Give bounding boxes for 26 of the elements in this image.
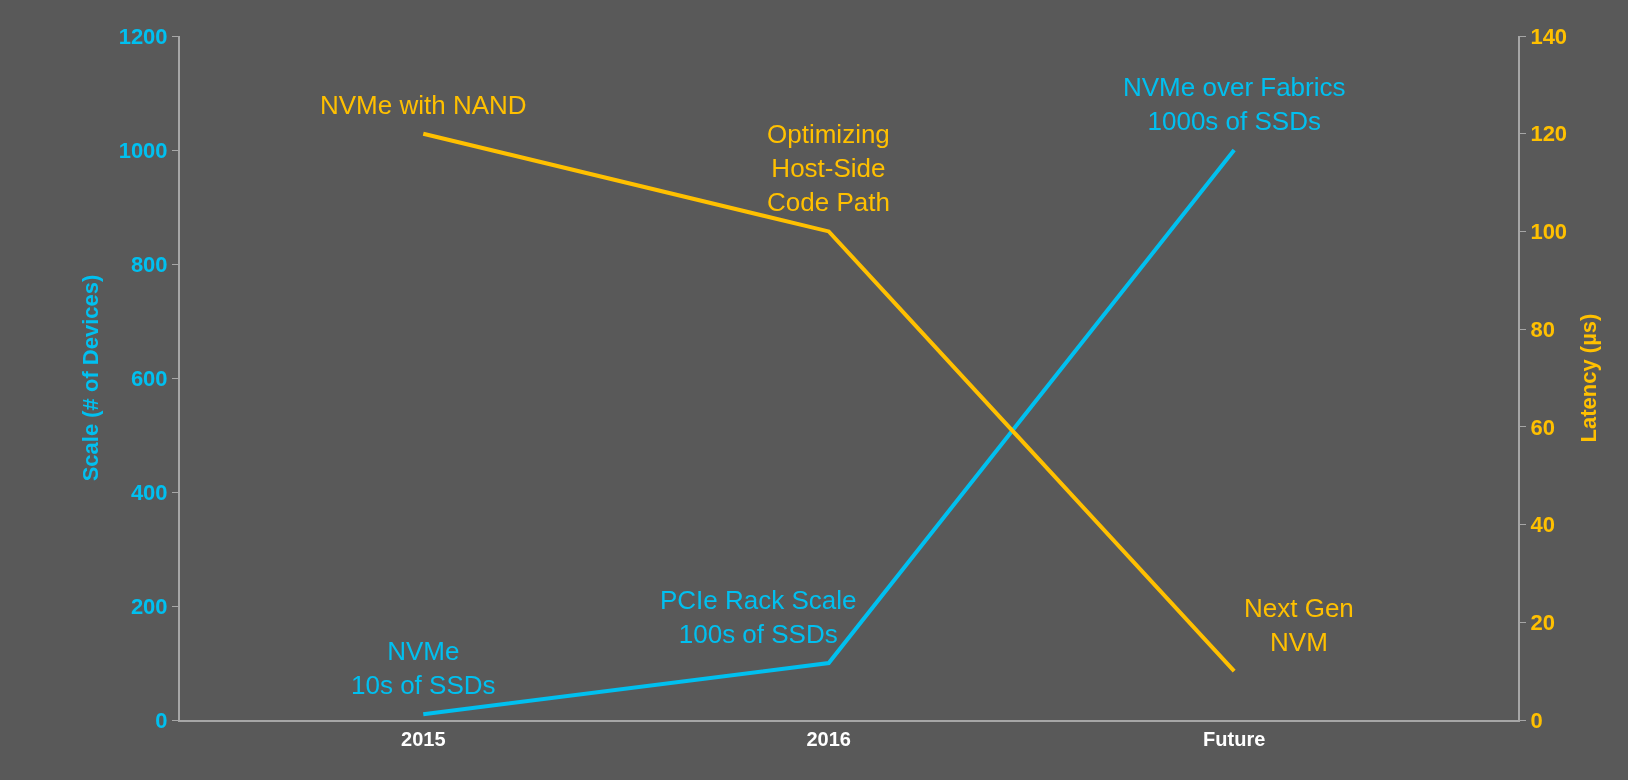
x-tick-label: 2015 — [401, 728, 446, 750]
y-tick-label: 200 — [130, 593, 168, 619]
y2-tick-label: 0 — [1530, 707, 1543, 733]
annotation: Optimizing Host-Side Code Path — [767, 119, 890, 217]
y2-tick-label: 20 — [1530, 609, 1555, 635]
annotation: NVMe with NAND — [320, 90, 527, 120]
y2-tick-label: 80 — [1530, 316, 1555, 342]
y-axis-title: Scale (# of Devices) — [77, 274, 103, 482]
annotation: NVMe 10s of SSDs — [351, 636, 496, 700]
y2-tick-label: 40 — [1530, 512, 1555, 538]
annotation: Next Gen NVM — [1244, 593, 1354, 657]
y2-tick-label: 140 — [1530, 23, 1568, 49]
y2-axis-title: Latency (µs) — [1575, 313, 1601, 443]
y-tick-label: 1000 — [118, 137, 168, 163]
annotation: NVMe over Fabrics 1000s of SSDs — [1123, 72, 1346, 136]
y2-tick-label: 120 — [1530, 121, 1568, 147]
y2-tick-label: 100 — [1530, 219, 1568, 245]
y-tick-label: 800 — [130, 251, 168, 277]
x-tick-label: 2016 — [806, 728, 851, 750]
y-tick-label: 600 — [130, 365, 168, 391]
y2-tick-label: 60 — [1530, 414, 1555, 440]
y-tick-label: 0 — [155, 707, 168, 733]
y-tick-label: 1200 — [118, 23, 168, 49]
x-tick-label: Future — [1203, 728, 1266, 750]
annotation: PCIe Rack Scale 100s of SSDs — [660, 585, 857, 649]
y-tick-label: 400 — [130, 479, 168, 505]
